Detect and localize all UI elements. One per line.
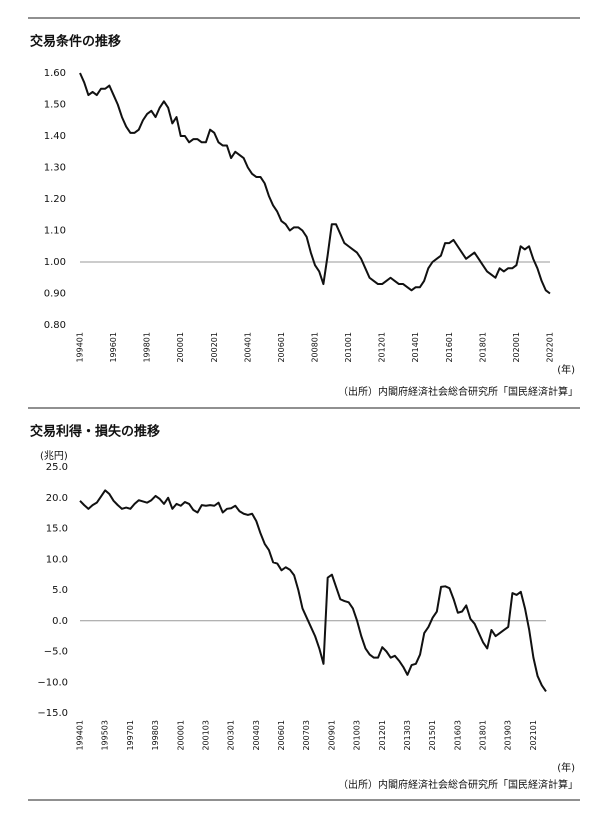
x-tick-label: 202001 <box>512 332 521 363</box>
x-tick-label: 200601 <box>277 332 286 363</box>
x-axis-label: (年) <box>557 363 575 376</box>
x-tick-label: 201601 <box>445 332 454 363</box>
y-tick-label: 25.0 <box>46 462 68 473</box>
x-tick-label: 201903 <box>504 720 513 751</box>
x-axis-label: (年) <box>557 761 575 774</box>
y-tick-label: 15.0 <box>46 524 68 535</box>
x-tick-label: 200403 <box>252 720 261 751</box>
x-tick-label: 202201 <box>546 332 555 363</box>
x-tick-label: 200201 <box>210 332 219 363</box>
x-tick-label: 202101 <box>529 720 538 751</box>
y-axis-label: (兆円) <box>40 450 68 462</box>
y-tick-label: −10.0 <box>37 677 68 688</box>
chart-title: 交易条件の推移 <box>30 34 121 50</box>
y-tick-label: 1.10 <box>44 226 66 237</box>
x-tick-label: 200301 <box>227 720 236 751</box>
x-tick-label: 201201 <box>378 720 387 751</box>
x-tick-label: 199401 <box>76 332 85 363</box>
y-tick-label: 20.0 <box>46 493 68 504</box>
y-tick-label: 1.20 <box>44 194 66 205</box>
y-tick-label: 1.00 <box>44 257 66 268</box>
y-tick-label: 1.50 <box>44 100 66 111</box>
x-tick-label: 201603 <box>453 720 462 751</box>
x-tick-label: 201003 <box>353 720 362 751</box>
x-tick-label: 201201 <box>378 332 387 363</box>
x-tick-label: 200601 <box>277 720 286 751</box>
x-tick-label: 199803 <box>151 720 160 751</box>
y-tick-label: 1.30 <box>44 163 66 174</box>
x-tick-label: 199601 <box>109 332 118 363</box>
x-tick-label: 200001 <box>176 720 185 751</box>
x-tick-label: 200103 <box>201 720 210 751</box>
x-tick-label: 200901 <box>327 720 336 751</box>
data-line <box>79 72 551 295</box>
x-tick-label: 200801 <box>311 332 320 363</box>
y-tick-label: −5.0 <box>44 647 68 658</box>
x-tick-label: 200703 <box>302 720 311 751</box>
y-tick-label: −15.0 <box>37 708 68 719</box>
x-tick-label: 200401 <box>243 332 252 363</box>
y-tick-label: 5.0 <box>52 585 68 596</box>
x-tick-label: 201801 <box>479 720 488 751</box>
y-tick-label: 1.60 <box>44 68 66 79</box>
x-tick-label: 200001 <box>176 332 185 363</box>
x-tick-label: 199401 <box>76 720 85 751</box>
x-tick-label: 201303 <box>403 720 412 751</box>
x-tick-label: 201401 <box>411 332 420 363</box>
source-note: （出所）内閣府経済社会総合研究所「国民経済計算」 <box>338 778 578 791</box>
x-tick-label: 199701 <box>126 720 135 751</box>
source-note: （出所）内閣府経済社会総合研究所「国民経済計算」 <box>338 385 578 398</box>
y-tick-label: 0.0 <box>52 616 68 627</box>
y-tick-label: 0.80 <box>44 320 66 331</box>
y-tick-label: 0.90 <box>44 289 66 300</box>
x-tick-label: 199503 <box>101 720 110 751</box>
y-tick-label: 10.0 <box>46 554 68 565</box>
x-tick-label: 199801 <box>143 332 152 363</box>
data-line <box>79 489 547 693</box>
chart-title: 交易利得・損失の推移 <box>30 424 160 440</box>
x-tick-label: 201801 <box>478 332 487 363</box>
x-tick-label: 201001 <box>344 332 353 363</box>
x-tick-label: 201501 <box>428 720 437 751</box>
y-tick-label: 1.40 <box>44 131 66 142</box>
